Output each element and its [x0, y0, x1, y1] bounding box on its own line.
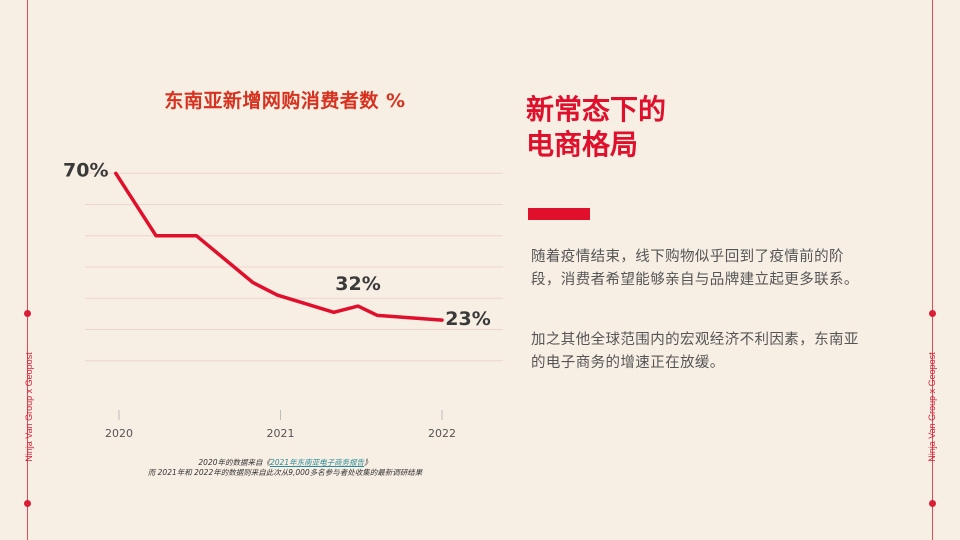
data-label: 32% [335, 273, 380, 295]
source-note-line2: 而 2021年和 2022年的数据则来自此次从9,000多名参与者处收集的最新调… [147, 468, 423, 477]
series-line [114, 171, 444, 322]
heading-line1: 新常态下的 [526, 93, 667, 126]
source-prefix: 2020年的数据来自《 [198, 458, 270, 467]
right-frame-line [932, 0, 933, 540]
chart-title: 东南亚新增网购消费者数 % [164, 90, 406, 112]
x-tick-label: 2022 [428, 427, 456, 440]
data-label: 70% [63, 159, 108, 181]
heading-line2: 电商格局 [526, 128, 639, 161]
left-frame-line [27, 0, 28, 540]
data-label: 23% [445, 308, 490, 330]
left-frame-dot-top [24, 310, 31, 317]
source-suffix: 》 [364, 458, 372, 467]
right-frame-dot-bottom [929, 500, 936, 507]
paragraph-1: 随着疫情结束，线下购物似乎回到了疫情前的阶段，消费者希望能够亲自与品牌建立起更多… [531, 249, 859, 288]
section-heading: 新常态下的 电商格局 [526, 92, 826, 162]
right-frame-dot-top [929, 310, 936, 317]
x-tick-label: 2020 [105, 427, 133, 440]
source-note-line1: 2020年的数据来自《2021年东南亚电子商务报告》 [100, 457, 470, 468]
paragraph-2: 加之其他全球范围内的宏观经济不利因素，东南亚的电子商务的增速正在放缓。 [531, 332, 859, 371]
x-tick-label: 2021 [267, 427, 295, 440]
source-report-link[interactable]: 2021年东南亚电子商务报告 [270, 458, 365, 467]
accent-bar [528, 208, 590, 220]
left-frame-dot-bottom [24, 500, 31, 507]
